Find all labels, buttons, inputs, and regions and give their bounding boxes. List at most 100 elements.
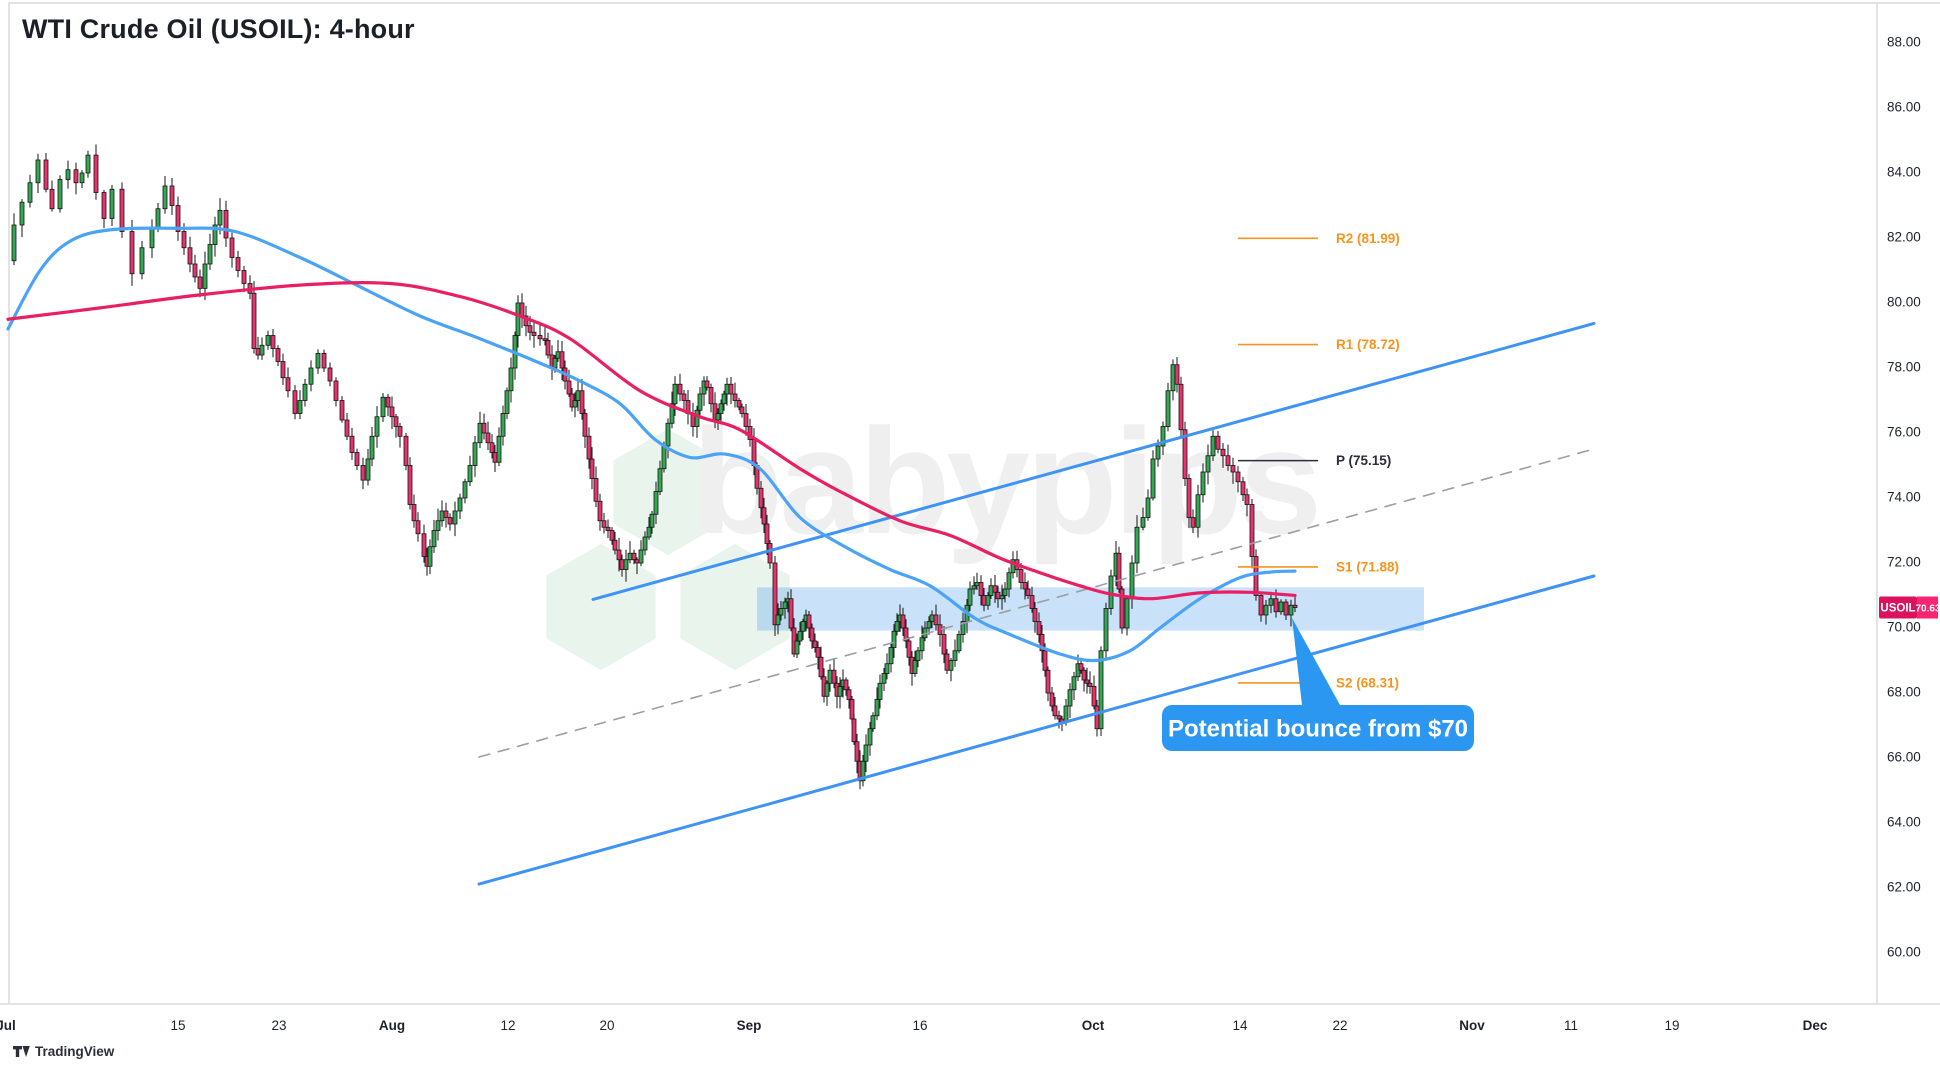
candle [1195, 494, 1201, 528]
candle [519, 302, 525, 317]
candle [1018, 569, 1024, 583]
callout-text: Potential bounce from $70 [1168, 716, 1468, 743]
callout-tail-pointer [1292, 618, 1340, 705]
candle [35, 159, 41, 184]
candle [181, 231, 187, 249]
candle [854, 741, 860, 762]
time-axis-label: Dec [1803, 1018, 1828, 1033]
candle [906, 640, 912, 658]
candle [999, 595, 1005, 600]
candle [259, 344, 265, 356]
candle [1258, 595, 1264, 616]
candle [1129, 562, 1135, 600]
price-tag-value: 70.63 [1915, 604, 1940, 615]
candle [169, 185, 175, 206]
candle [764, 523, 770, 544]
candle [217, 209, 223, 226]
candle [1240, 481, 1246, 496]
time-axis-label: Sep [737, 1018, 762, 1033]
candle [631, 552, 637, 561]
candle [270, 335, 276, 349]
candle [1244, 494, 1250, 505]
candle [992, 585, 998, 593]
candle [1200, 471, 1206, 496]
candle [407, 465, 413, 505]
candle [736, 400, 742, 408]
pivot-label: R1 (78.72) [1336, 337, 1400, 352]
axes[interactable]: 88.00 86.00 84.00 82.00 80.00 78.00 76.00 74.00… [0, 35, 1921, 1033]
candle [846, 689, 852, 700]
candle [912, 660, 918, 674]
candle [985, 595, 991, 606]
time-axis-label: Aug [379, 1018, 405, 1033]
candle [1071, 676, 1077, 691]
candle [481, 422, 487, 434]
candle [552, 357, 558, 369]
price-axis-label: 62.00 [1887, 880, 1921, 895]
tradingview-attribution[interactable]: TradingView [13, 1044, 114, 1059]
candle [1134, 526, 1140, 564]
candle [280, 361, 286, 379]
candle [672, 383, 678, 405]
candle [452, 510, 458, 525]
candle [79, 172, 85, 184]
candle [772, 562, 778, 626]
candle [508, 367, 514, 392]
candle [489, 442, 495, 453]
candle [496, 435, 502, 463]
candle [694, 409, 700, 427]
candle [1124, 598, 1130, 629]
candle [411, 504, 417, 522]
slow-ma-line [6, 281, 1297, 601]
candle [1205, 455, 1211, 473]
time-axis-label: 20 [599, 1018, 614, 1033]
candle [537, 335, 543, 340]
candle [728, 383, 734, 395]
candle [235, 257, 241, 271]
channel-upper-line [591, 321, 1596, 601]
candle [718, 403, 724, 414]
candle [175, 205, 181, 232]
candle [349, 435, 355, 453]
candle [149, 227, 155, 249]
candle [500, 413, 506, 437]
candle [265, 335, 271, 346]
candle [739, 406, 745, 414]
candle [877, 682, 883, 700]
candle [443, 510, 449, 518]
candle [527, 325, 533, 333]
candle [919, 637, 925, 652]
babypips-watermark: babypips [541, 397, 1322, 676]
candle [435, 520, 441, 531]
price-tag-value-bg [1917, 596, 1938, 619]
time-axis-label: 19 [1664, 1018, 1679, 1033]
time-axis-label: 15 [170, 1018, 185, 1033]
candle [467, 465, 473, 483]
time-axis-label: 16 [912, 1018, 927, 1033]
candle [1119, 588, 1125, 629]
candle [315, 352, 321, 369]
candle [431, 530, 437, 548]
candle [1292, 604, 1298, 608]
candle [926, 621, 932, 629]
candle [251, 292, 257, 349]
candle [572, 400, 578, 408]
price-axis-label: 82.00 [1887, 230, 1921, 245]
candle [888, 647, 894, 665]
candle [724, 383, 730, 395]
price-tag-symbol-bg [1879, 596, 1917, 619]
candle [447, 517, 453, 525]
candle [1091, 686, 1097, 707]
last-price-tag: USOIL 70.63 [1879, 596, 1940, 619]
candle [1052, 705, 1058, 717]
candle [952, 650, 958, 661]
pivot-levels: R2 (81.99) R1 (78.72) P (75.15) S1 (71.88) S… [1238, 231, 1400, 690]
candle [1273, 598, 1279, 613]
candle [929, 614, 935, 622]
candle [681, 393, 687, 401]
candle [1288, 604, 1294, 616]
candle [1025, 588, 1031, 596]
candle [515, 302, 521, 336]
price-axis-label: 74.00 [1887, 490, 1921, 505]
